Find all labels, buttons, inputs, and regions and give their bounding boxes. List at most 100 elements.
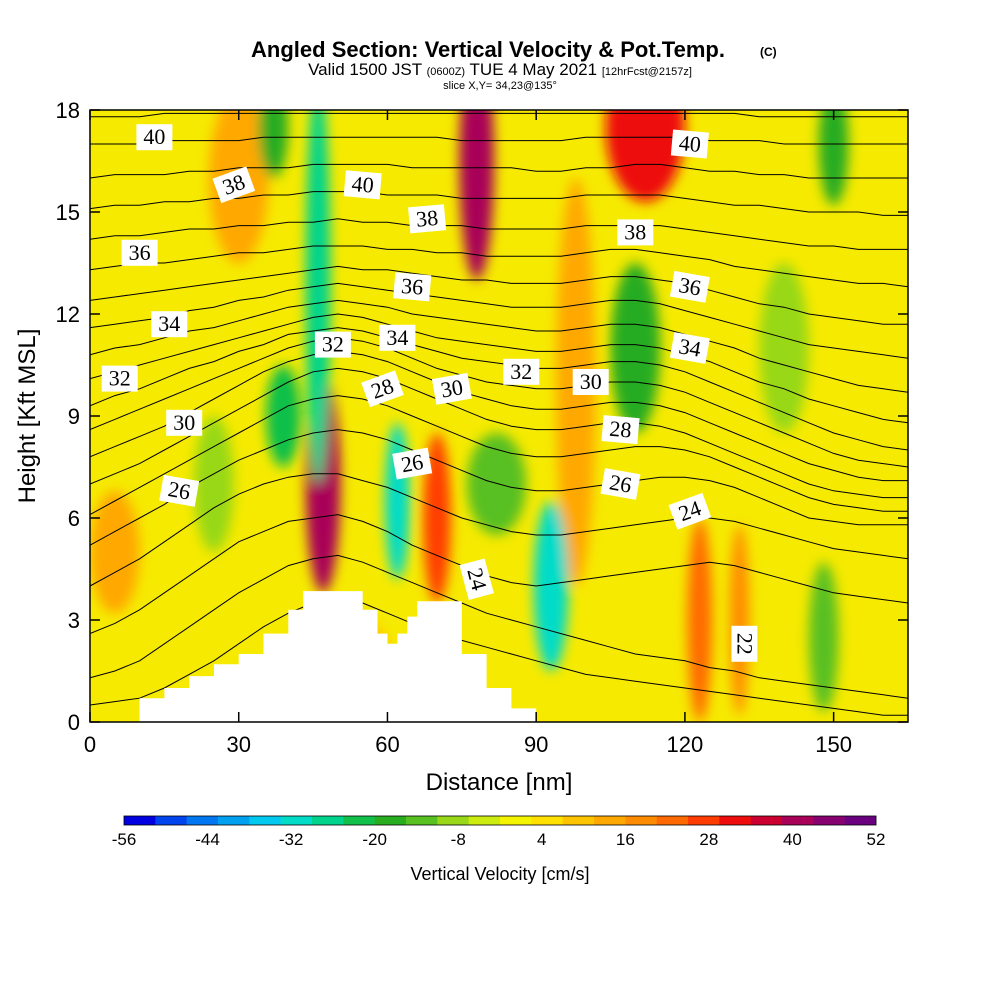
contour-label-text: 32 xyxy=(109,366,131,391)
isentrope-36 xyxy=(90,245,908,288)
x-tick-label: 0 xyxy=(84,732,96,757)
contour-label-bg xyxy=(600,468,641,500)
isentrope-40 xyxy=(90,136,908,145)
contour-label-text: 40 xyxy=(351,171,375,198)
isentrope-25 xyxy=(90,473,908,587)
isentrope-24 xyxy=(90,514,908,635)
colorbar-tick-label: -8 xyxy=(451,830,466,849)
contour-label-text: 40 xyxy=(143,124,165,149)
isentrope-37 xyxy=(90,218,908,250)
contour-label-text: 26 xyxy=(399,449,425,477)
x-tick-label: 90 xyxy=(524,732,548,757)
colorbar-swatch xyxy=(656,816,689,825)
subtitle-valid-date: TUE 4 May 2021 xyxy=(470,60,598,79)
contour-label-bg xyxy=(314,331,351,358)
colorbar-tick-label: -32 xyxy=(279,830,304,849)
contour-label-bg xyxy=(669,332,710,364)
isentrope-29 xyxy=(90,350,908,482)
contour-label-bg xyxy=(459,558,494,600)
colorbar-swatch xyxy=(186,816,219,825)
isentrope-31 xyxy=(90,327,908,451)
contour-label-text: 30 xyxy=(580,369,602,394)
y-tick-label: 15 xyxy=(56,200,80,225)
contour-label: 22 xyxy=(731,625,758,662)
isentrope-39 xyxy=(90,163,908,179)
x-tick-label: 60 xyxy=(375,732,399,757)
contour-label-text: 32 xyxy=(322,332,344,357)
contour-label-bg xyxy=(121,239,158,266)
colorbar-tick-label: -20 xyxy=(362,830,387,849)
velocity-cell xyxy=(265,365,301,467)
contour-label: 24 xyxy=(459,558,494,600)
contour-label: 34 xyxy=(669,332,710,364)
y-tick-label: 3 xyxy=(68,608,80,633)
velocity-cell xyxy=(305,110,331,484)
contour-label: 30 xyxy=(572,369,609,395)
colorbar-tick-label: 16 xyxy=(616,830,635,849)
contour-label-bg xyxy=(379,324,416,351)
colorbar-tick-label: 40 xyxy=(783,830,802,849)
y-axis-label: Height [Kft MSL] xyxy=(14,329,41,504)
contour-label: 26 xyxy=(159,474,200,507)
contour-label: 36 xyxy=(669,270,710,303)
y-tick-label: 18 xyxy=(56,98,80,123)
colorbar-swatch xyxy=(124,816,156,825)
terrain xyxy=(139,591,537,722)
colorbar-tick-label: -44 xyxy=(195,830,220,849)
x-axis-label: Distance [nm] xyxy=(426,769,573,796)
colorbar-swatch xyxy=(782,816,814,825)
colorbar: -56 -44 -32 -20 -8 4 16 28 40 52 xyxy=(112,815,885,849)
colorbar-tick-label: 28 xyxy=(699,830,718,849)
contour-label-text: 26 xyxy=(608,469,634,497)
contour-label-text: 26 xyxy=(166,476,192,504)
velocity-cell xyxy=(194,416,234,552)
contour-label: 34 xyxy=(151,311,188,338)
velocity-cell xyxy=(605,110,685,202)
chart-title: Angled Section: Vertical Velocity & Pot.… xyxy=(251,37,777,92)
velocity-cell xyxy=(818,110,849,206)
contour-label-bg xyxy=(601,415,640,445)
colorbar-swatch xyxy=(500,816,532,825)
colorbar-swatch xyxy=(218,816,250,825)
velocity-cell xyxy=(687,518,713,722)
contour-label: 30 xyxy=(166,409,203,436)
contour-label: 40 xyxy=(343,170,382,200)
isentrope-26 xyxy=(90,429,908,546)
isentrope-33 xyxy=(90,299,908,393)
isentrope-32 xyxy=(90,313,908,424)
velocity-cell xyxy=(466,433,527,535)
velocity-cell xyxy=(258,110,289,178)
isentrope-23 xyxy=(90,554,908,699)
isentrope-35 xyxy=(90,265,908,325)
contour-label-bg xyxy=(343,170,382,200)
colorbar-frame xyxy=(123,815,877,826)
isentrope-lines xyxy=(90,112,908,716)
x-tick-label: 150 xyxy=(815,732,852,757)
contour-label: 28 xyxy=(601,415,640,445)
velocity-cell xyxy=(808,562,839,712)
contour-label-text: 38 xyxy=(415,205,439,232)
subtitle-valid-fcst: [12hrFcst@2157z] xyxy=(602,66,692,78)
contour-label: 34 xyxy=(379,324,416,351)
contour-label: 26 xyxy=(392,447,433,480)
contour-label: 32 xyxy=(503,358,540,385)
x-tick-label: 120 xyxy=(667,732,704,757)
contour-label-text: 34 xyxy=(158,311,180,336)
contour-label-bg xyxy=(670,129,709,159)
contour-label-bg xyxy=(668,492,712,530)
contour-label-text: 28 xyxy=(608,416,632,443)
contour-label: 38 xyxy=(617,219,654,246)
contour-label-bg xyxy=(669,270,710,303)
y-tick-label: 0 xyxy=(68,710,80,735)
colorbar-swatch xyxy=(594,816,626,825)
contour-label-bg xyxy=(361,370,404,408)
contour-label-bg xyxy=(159,474,200,507)
colorbar-swatch xyxy=(719,816,751,825)
y-tick-label: 12 xyxy=(56,302,80,327)
y-tick-label: 6 xyxy=(68,506,80,531)
chart-title-units: (C) xyxy=(760,45,777,59)
